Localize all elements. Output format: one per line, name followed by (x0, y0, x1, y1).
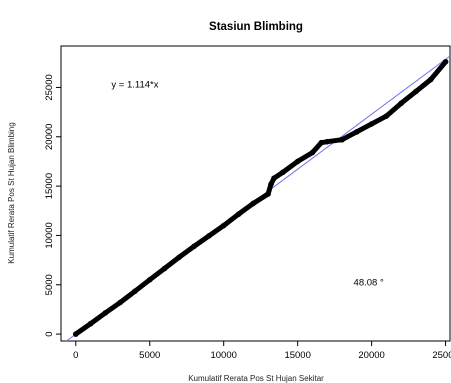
data-point (206, 233, 212, 239)
x-tick-label: 20000 (358, 350, 384, 361)
plot-frame (60, 45, 451, 342)
data-point (324, 138, 331, 145)
data-point (235, 211, 242, 218)
y-tick-label: 0 (44, 331, 55, 336)
data-point (132, 288, 138, 294)
data-point (161, 265, 168, 272)
y-tick-label: 5000 (44, 274, 55, 295)
y-tick-label: 20000 (44, 124, 55, 150)
data-point (368, 121, 375, 127)
data-point (318, 139, 325, 146)
data-point (117, 299, 123, 306)
x-tick-label: 15000 (284, 350, 310, 361)
x-axis: 0 5000 10000 15000 20000 25000 (73, 341, 451, 361)
annotation-label: y = 1.114*x (111, 79, 158, 90)
y-axis-label: Kumulatif Rerata Pos St Hujan Blimbing (7, 122, 16, 263)
data-point (280, 169, 286, 176)
data-point (191, 243, 197, 250)
data-point (250, 200, 257, 207)
data-point (271, 175, 277, 182)
chart-title: Stasiun Blimbing (209, 21, 303, 33)
x-tick-label: 5000 (139, 350, 160, 361)
data-point (339, 136, 345, 143)
data-point (102, 310, 109, 316)
data-trace (73, 59, 449, 337)
data-point (220, 222, 227, 229)
data-point (354, 129, 360, 135)
annotation-label: 48.08 ° (354, 278, 384, 289)
x-tick-label: 10000 (210, 350, 236, 361)
data-point (176, 254, 183, 260)
data-point (72, 331, 79, 337)
data-point (442, 58, 449, 65)
plot-area: y = 1.114*x 48.08 ° (66, 55, 451, 342)
y-tick-label: 10000 (44, 222, 55, 248)
data-point (398, 100, 404, 107)
x-axis-label: Kumulatif Rerata Pos St Hujan Sekitar (188, 374, 324, 383)
data-point (427, 76, 434, 83)
y-tick-label: 15000 (44, 173, 55, 199)
data-point (87, 320, 94, 327)
y-tick-label: 25000 (44, 74, 55, 100)
y-axis: 0 5000 10000 15000 20000 25000 (44, 74, 61, 337)
x-tick-label: 25000 (432, 350, 451, 361)
data-point (309, 149, 316, 156)
data-point (383, 113, 390, 119)
data-point (294, 158, 301, 165)
data-point (413, 88, 419, 95)
data-point (265, 191, 271, 197)
x-tick-label: 0 (73, 350, 78, 361)
data-point (146, 277, 153, 283)
data-point (268, 181, 274, 187)
